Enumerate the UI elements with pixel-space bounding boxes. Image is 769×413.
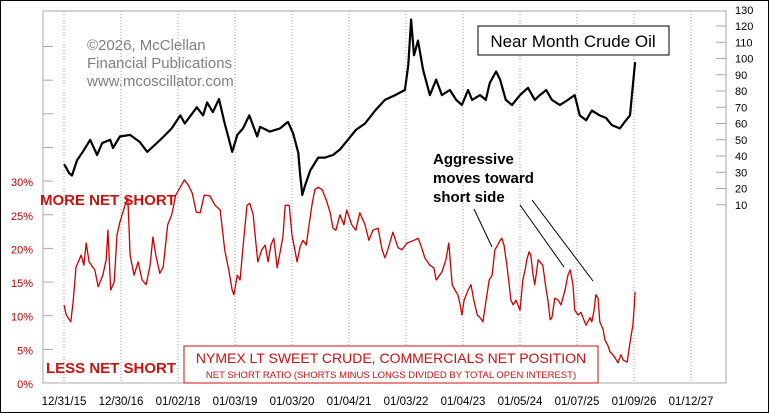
x-tick-label: 12/31/15	[42, 396, 87, 408]
net-position-legend-box	[183, 345, 599, 384]
x-tick-label: 01/03/19	[213, 396, 258, 408]
less-net-short-label: LESS NET SHORT	[46, 360, 176, 377]
x-tick-label: 01/03/20	[270, 396, 315, 408]
more-net-short-label: MORE NET SHORT	[40, 192, 176, 209]
right-tick-label: 110	[735, 37, 753, 49]
net-position-title: NYMEX LT SWEET CRUDE, COMMERCIALS NET PO…	[196, 350, 586, 366]
callout-line-3: short side	[433, 189, 505, 206]
x-tick-label: 01/04/23	[441, 396, 486, 408]
x-tick-label: 01/05/24	[498, 396, 543, 408]
x-tick-label: 12/30/16	[99, 396, 144, 408]
right-tick-label: 50	[735, 135, 747, 147]
right-tick-label: 90	[735, 70, 747, 82]
x-tick-label: 01/07/25	[555, 396, 600, 408]
right-tick-label: 40	[735, 151, 747, 163]
right-tick-label: 130	[735, 5, 753, 17]
left-tick-label: 25%	[11, 211, 33, 223]
publisher-text: Financial Publications	[87, 55, 232, 72]
x-tick-label: 01/12/27	[669, 396, 714, 408]
left-tick-label: 20%	[11, 244, 33, 256]
x-tick-label: 01/02/18	[156, 396, 201, 408]
gridlines	[63, 11, 692, 383]
right-tick-label: 70	[735, 102, 747, 114]
right-tick-label: 100	[735, 54, 753, 66]
callout-arrow-3	[531, 199, 594, 282]
copyright-text: ©2026, McClellan	[87, 37, 206, 54]
left-axis: 30% 25% 20% 15% 10% 5% 0%	[11, 46, 53, 391]
oil-title-box	[477, 25, 670, 56]
callout-line-2: moves toward	[433, 170, 534, 187]
oil-chart-title: Near Month Crude Oil	[490, 32, 655, 51]
right-axis: 130 120 110 100 90 80 70 60 50 40 30 20 10	[716, 5, 753, 212]
left-tick-label: 15%	[11, 278, 33, 290]
left-tick-label: 5%	[17, 345, 33, 357]
left-tick-label: 0%	[17, 379, 33, 391]
callout-arrow-1	[473, 208, 493, 248]
left-tick-label: 10%	[11, 312, 33, 324]
left-tick-label: 30%	[11, 177, 33, 189]
callout-line-1: Aggressive	[433, 151, 514, 168]
callout-arrow-2	[519, 204, 565, 268]
net-position-subtitle: NET SHORT RATIO (SHORTS MINUS LONGS DIVI…	[206, 370, 576, 381]
website-text: www.mcoscillator.com	[86, 73, 234, 90]
right-tick-label: 20	[735, 184, 747, 196]
crude-oil-series-line	[63, 18, 637, 197]
x-tick-label: 01/03/22	[384, 396, 429, 408]
right-tick-label: 60	[735, 119, 747, 131]
net-short-series-line	[63, 179, 636, 364]
x-axis: 12/31/15 12/30/16 01/02/18 01/03/19 01/03/20…	[42, 396, 714, 408]
x-tick-label: 01/09/26	[612, 396, 657, 408]
right-tick-label: 30	[735, 167, 747, 179]
x-tick-label: 01/04/21	[327, 396, 372, 408]
right-tick-label: 10	[735, 200, 747, 212]
right-tick-label: 120	[735, 21, 753, 33]
right-tick-label: 80	[735, 86, 747, 98]
